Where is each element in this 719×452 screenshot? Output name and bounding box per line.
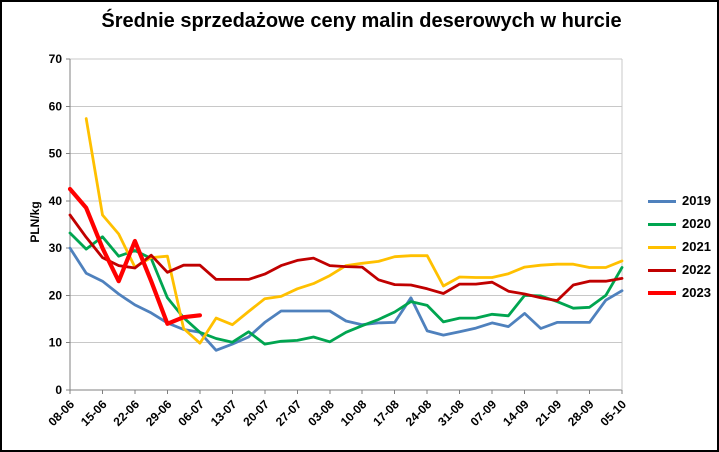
legend-item-2023: 2023: [648, 286, 711, 300]
x-tick-label: 08-06: [46, 397, 78, 429]
x-tick-label: 17-08: [370, 397, 402, 429]
chart-title: Średnie sprzedażowe ceny malin deserowyc…: [101, 10, 622, 32]
legend-item-2021: 2021: [648, 240, 711, 254]
y-tick-label: 40: [49, 194, 63, 208]
x-tick-label: 15-06: [78, 397, 110, 429]
x-tick-label: 21-09: [533, 397, 565, 429]
x-tick-label: 22-06: [110, 397, 142, 429]
x-tick-label: 03-08: [305, 397, 337, 429]
x-tick-label: 24-08: [403, 397, 435, 429]
legend-item-2020: 2020: [648, 217, 711, 231]
y-tick-label: 50: [49, 147, 63, 161]
x-tick-label: 31-08: [435, 397, 467, 429]
legend-line-swatch-2021: [648, 245, 676, 249]
legend-label-2021: 2021: [682, 239, 711, 254]
legend-label-2022: 2022: [682, 262, 711, 277]
y-tick-label: 10: [49, 336, 63, 350]
x-tick-label: 27-07: [273, 397, 305, 429]
y-tick-label: 70: [49, 52, 63, 66]
x-tick-label: 28-09: [565, 397, 597, 429]
x-tick-label: 07-09: [468, 397, 500, 429]
legend-line-swatch-2020: [648, 222, 676, 226]
legend-line-swatch-2019: [648, 199, 676, 203]
y-tick-label: 20: [49, 288, 63, 302]
x-tick-label: 29-06: [143, 397, 175, 429]
y-tick-label: 0: [55, 383, 62, 397]
series-line-2022: [68, 213, 624, 302]
legend-item-2022: 2022: [648, 263, 711, 277]
x-tick-label: 20-07: [240, 397, 272, 429]
series-line-2019: [68, 246, 624, 352]
legend-line-swatch-2023: [648, 291, 676, 295]
x-tick-label: 13-07: [208, 397, 240, 429]
y-tick-label: 60: [49, 99, 63, 113]
y-tick-label: 30: [49, 241, 63, 255]
legend-label-2019: 2019: [682, 193, 711, 208]
legend-line-swatch-2022: [648, 268, 676, 272]
legend-label-2020: 2020: [682, 216, 711, 231]
legend-item-2019: 2019: [648, 194, 711, 208]
x-tick-label: 10-08: [338, 397, 370, 429]
series-line-2021: [84, 117, 624, 345]
series-line-2023: [67, 186, 202, 326]
legend: 2019 2020 2021 2022 2023: [648, 194, 711, 309]
x-tick-label: 05-10: [598, 397, 630, 429]
x-tick-label: 14-09: [500, 397, 532, 429]
x-tick-label: 06-07: [175, 397, 207, 429]
legend-label-2023: 2023: [682, 285, 711, 300]
